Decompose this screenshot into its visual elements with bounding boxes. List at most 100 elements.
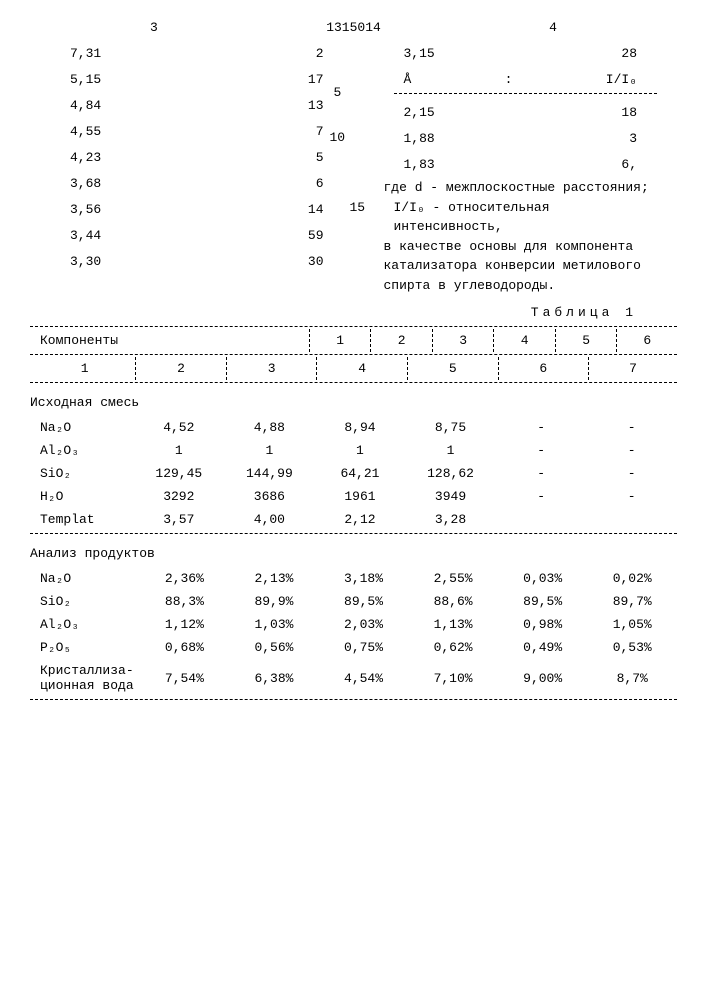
table-header-row-2: 1 2 3 4 5 6 7 (30, 357, 677, 380)
cell: - (586, 462, 677, 485)
note-line: в качестве основы для компонента катализ… (384, 237, 658, 296)
cell: 2,03% (319, 613, 409, 636)
i-value: 3 (629, 126, 637, 152)
data-row: 4,235 (30, 145, 344, 171)
header-cell: 3 (226, 357, 317, 380)
cell: - (586, 416, 677, 439)
row-label: SiO₂ (30, 590, 140, 613)
d-value: 3,68 (70, 171, 101, 197)
main-table-h2: 1 2 3 4 5 6 7 (30, 357, 677, 380)
table-row: SiO₂129,45144,9964,21128,62-- (30, 462, 677, 485)
dash-rule (30, 382, 677, 383)
cell: 4,52 (134, 416, 225, 439)
cell: 144,99 (224, 462, 315, 485)
i-value: 30 (308, 249, 324, 275)
note-line: I/I₀ - относительная интенсивность, (384, 198, 658, 237)
cell: - (586, 439, 677, 462)
header-cell: 4 (494, 329, 556, 352)
cell: 1961 (315, 485, 406, 508)
page-header: 3 1315014 4 (30, 20, 677, 35)
page-num-left: 3 (30, 20, 158, 35)
i-value: 7 (316, 119, 324, 145)
cell: 9,00% (498, 659, 588, 697)
right-column: 3,1528 Å : I/I₀ 5 2,1518 10 1,883 1,836,… (364, 41, 678, 295)
header-cell: 1 (309, 329, 371, 352)
row-label: H₂O (30, 485, 134, 508)
note-line: где d - межплоскостные расстояния; (384, 178, 658, 198)
row-label: SiO₂ (30, 462, 134, 485)
i-value: 6, (621, 152, 637, 178)
line-marker-5: 5 (334, 85, 342, 100)
dash-rule (30, 326, 677, 327)
table-row: Кристаллиза-ционная вода7,54%6,38%4,54%7… (30, 659, 677, 697)
cell: 1,12% (140, 613, 230, 636)
data-row: 3,3030 (30, 249, 344, 275)
cell: 2,55% (408, 567, 498, 590)
header-cell: 3 (432, 329, 494, 352)
table-row: Al₂O₃1,12%1,03%2,03%1,13%0,98%1,05% (30, 613, 677, 636)
col-header-b: I/I₀ (606, 67, 637, 93)
note-text: где d - межплоскостные расстояния; 15 I/… (364, 178, 678, 295)
i-value: 59 (308, 223, 324, 249)
cell: 2,13% (229, 567, 319, 590)
cell: 128,62 (405, 462, 496, 485)
cell: 89,7% (587, 590, 677, 613)
cell: 89,5% (319, 590, 409, 613)
data-row: 7,312 (30, 41, 344, 67)
cell: - (496, 439, 587, 462)
d-value: 3,15 (404, 41, 435, 67)
table-row: SiO₂88,3%89,9%89,5%88,6%89,5%89,7% (30, 590, 677, 613)
cell: 3,18% (319, 567, 409, 590)
mix-table: Na₂O4,524,888,948,75--Al₂O₃1111--SiO₂129… (30, 416, 677, 531)
header-cell: 1 (30, 357, 136, 380)
line-marker-15: 15 (350, 198, 366, 218)
main-table: Компоненты 1 2 3 4 5 6 (30, 329, 677, 352)
table-title: Таблица 1 (30, 305, 677, 320)
cell: 2,12 (315, 508, 406, 531)
cell: 3,57 (134, 508, 225, 531)
cell: 1 (405, 439, 496, 462)
table-row: H₂O3292368619613949-- (30, 485, 677, 508)
cell: 88,3% (140, 590, 230, 613)
cell: 0,02% (587, 567, 677, 590)
cell: 8,7% (587, 659, 677, 697)
cell: 88,6% (408, 590, 498, 613)
table-row: Na₂O4,524,888,948,75-- (30, 416, 677, 439)
table-row: Na₂O2,36%2,13%3,18%2,55%0,03%0,02% (30, 567, 677, 590)
cell: 0,75% (319, 636, 409, 659)
i-value: 13 (308, 93, 324, 119)
dash-rule (30, 354, 677, 355)
i-value: 2 (316, 41, 324, 67)
col-header-a: Å (404, 67, 412, 93)
section-title-analysis: Анализ продуктов (30, 536, 677, 567)
i-value: 28 (621, 41, 637, 67)
header-cell: 6 (617, 329, 677, 352)
data-row: 3,4459 (30, 223, 344, 249)
col-header-sep: : (505, 67, 513, 93)
d-value: 1,83 (404, 152, 435, 178)
row-label: Al₂O₃ (30, 439, 134, 462)
data-row: 3,15 28 (364, 41, 678, 67)
data-row: 4,8413 (30, 93, 344, 119)
dash-rule (30, 699, 677, 700)
page-num-right: 4 (549, 20, 677, 35)
cell (496, 508, 587, 531)
data-row: 3,5614 (30, 197, 344, 223)
cell: 89,5% (498, 590, 588, 613)
header-cell: 6 (498, 357, 589, 380)
i-value: 5 (316, 145, 324, 171)
cell: 0,03% (498, 567, 588, 590)
cell: 1,13% (408, 613, 498, 636)
i-value: 17 (308, 67, 324, 93)
cell (586, 508, 677, 531)
cell: 3,28 (405, 508, 496, 531)
col-header-row: Å : I/I₀ (364, 67, 678, 93)
table-row: Al₂O₃1111-- (30, 439, 677, 462)
dash-rule (30, 533, 677, 534)
cell: 8,75 (405, 416, 496, 439)
cell: 3949 (405, 485, 496, 508)
header-cell: 2 (136, 357, 227, 380)
header-cell: Компоненты (30, 329, 309, 352)
section-title-mix: Исходная смесь (30, 385, 677, 416)
cell: - (496, 416, 587, 439)
